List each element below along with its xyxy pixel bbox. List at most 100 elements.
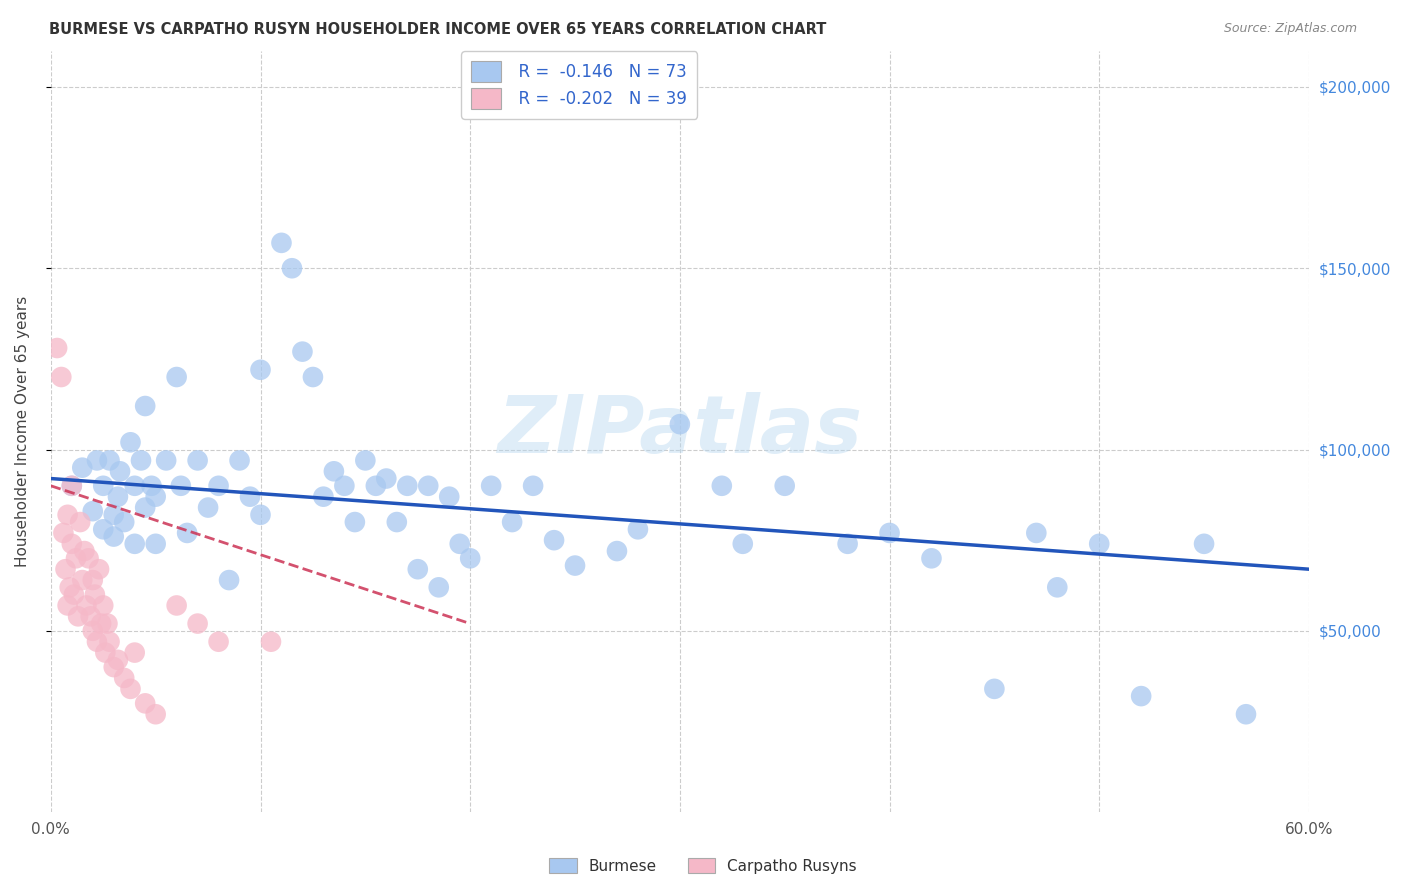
Point (176, 525, 198, 540)
Point (134, 697, 156, 711)
Text: BURMESE VS CARPATHO RUSYN HOUSEHOLDER INCOME OVER 65 YEARS CORRELATION CHART: BURMESE VS CARPATHO RUSYN HOUSEHOLDER IN… (49, 22, 827, 37)
Point (207, 479, 229, 493)
Point (90, 616, 112, 631)
Point (1025, 525, 1047, 540)
Point (107, 490, 129, 504)
Point (103, 660, 125, 674)
Point (91, 479, 114, 493)
Point (983, 681, 1005, 696)
Point (56, 599, 79, 613)
Point (197, 500, 219, 515)
Point (155, 453, 177, 467)
Point (134, 399, 156, 413)
Point (418, 479, 440, 493)
Point (479, 479, 502, 493)
Point (86, 634, 108, 648)
Point (124, 537, 146, 551)
Point (669, 417, 692, 432)
Point (1130, 689, 1153, 703)
Point (1088, 537, 1111, 551)
Text: ZIPatlas: ZIPatlas (498, 392, 862, 470)
Point (124, 646, 146, 660)
Point (166, 370, 188, 384)
Point (1192, 537, 1215, 551)
Point (103, 530, 125, 544)
Point (239, 490, 262, 504)
Point (260, 634, 283, 648)
Point (385, 515, 408, 529)
Point (1046, 580, 1069, 594)
Y-axis label: Householder Income Over 65 years: Householder Income Over 65 years (15, 296, 30, 567)
Point (354, 453, 377, 467)
Point (302, 370, 325, 384)
Point (396, 479, 419, 493)
Point (281, 261, 304, 276)
Point (86, 453, 108, 467)
Point (60, 537, 83, 551)
Point (65, 551, 87, 566)
Point (103, 508, 125, 522)
Point (141, 479, 163, 493)
Point (1234, 707, 1257, 722)
Point (773, 479, 796, 493)
Point (166, 599, 188, 613)
Point (67, 609, 90, 624)
Point (218, 573, 240, 587)
Point (72, 573, 94, 587)
Point (145, 707, 167, 722)
Point (79, 609, 101, 624)
Point (187, 453, 209, 467)
Point (710, 479, 733, 493)
Point (145, 490, 167, 504)
Point (59, 580, 82, 594)
Point (98, 453, 121, 467)
Point (129, 453, 152, 467)
Point (879, 525, 901, 540)
Point (627, 522, 650, 536)
Point (228, 453, 250, 467)
Point (55, 562, 77, 576)
Point (120, 681, 142, 696)
Point (427, 580, 450, 594)
Legend:   R =  -0.146   N = 73,   R =  -0.202   N = 39: R = -0.146 N = 73, R = -0.202 N = 39 (461, 52, 697, 119)
Point (187, 616, 209, 631)
Point (439, 490, 461, 504)
Point (76, 599, 98, 613)
Point (522, 479, 544, 493)
Point (56, 508, 79, 522)
Point (543, 533, 565, 548)
Point (83, 588, 105, 602)
Point (207, 634, 229, 648)
Point (120, 435, 142, 450)
Point (449, 537, 471, 551)
Point (249, 363, 271, 377)
Point (837, 537, 859, 551)
Legend: Burmese, Carpatho Rusyns: Burmese, Carpatho Rusyns (543, 852, 863, 880)
Point (291, 344, 314, 359)
Point (69, 515, 91, 529)
Point (112, 515, 135, 529)
Point (364, 479, 387, 493)
Point (458, 551, 481, 566)
Point (134, 500, 156, 515)
Point (343, 515, 366, 529)
Point (60, 479, 83, 493)
Point (98, 634, 121, 648)
Point (73, 544, 96, 558)
Point (112, 671, 135, 685)
Point (501, 515, 523, 529)
Point (249, 508, 271, 522)
Point (170, 479, 193, 493)
Point (46, 341, 69, 355)
Point (312, 490, 335, 504)
Point (107, 653, 129, 667)
Point (108, 464, 131, 478)
Point (91, 599, 114, 613)
Point (82, 573, 104, 587)
Point (91, 522, 114, 536)
Point (731, 537, 754, 551)
Point (94, 646, 117, 660)
Point (270, 235, 292, 250)
Point (87, 562, 110, 576)
Point (72, 460, 94, 475)
